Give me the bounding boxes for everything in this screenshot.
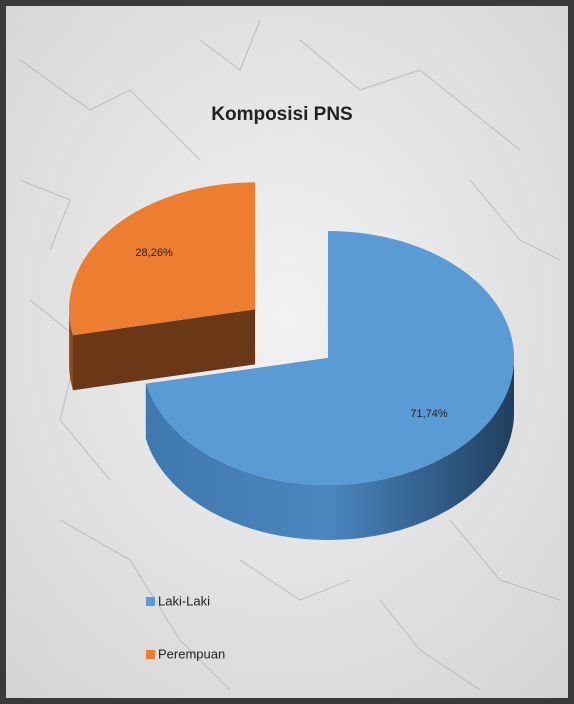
legend-label: Laki-Laki (158, 593, 210, 608)
slice-face (73, 309, 256, 391)
data-label: 28,26% (135, 247, 173, 259)
legend-swatch (146, 650, 155, 659)
slice-side (69, 309, 73, 391)
slice-top (145, 231, 514, 485)
legend-swatch (146, 597, 155, 606)
legend-label: Perempuan (158, 646, 225, 661)
slice-side (145, 358, 514, 540)
data-label: 71,74% (410, 408, 448, 420)
chart-title: Komposisi PNS (211, 104, 352, 125)
slice-top (69, 182, 256, 336)
marble-texture (19, 19, 561, 691)
